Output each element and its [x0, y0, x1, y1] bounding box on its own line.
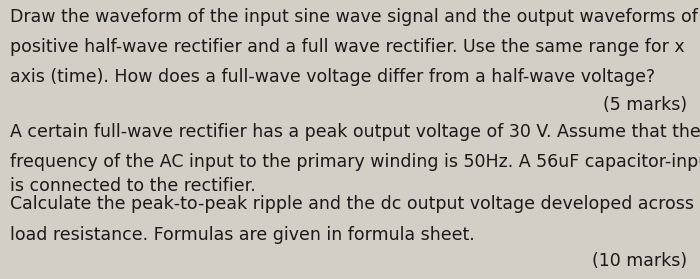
Text: axis (time). How does a full-wave voltage differ from a half-wave voltage?: axis (time). How does a full-wave voltag…	[10, 68, 655, 86]
Text: (10 marks): (10 marks)	[592, 252, 687, 270]
Text: is connected to the rectifier.: is connected to the rectifier.	[10, 177, 256, 195]
Text: A certain full-wave rectifier has a peak output voltage of 30 V. Assume that the: A certain full-wave rectifier has a peak…	[10, 123, 700, 141]
Text: frequency of the AC input to the primary winding is 50Hz. A 56uF capacitor-input: frequency of the AC input to the primary…	[10, 153, 700, 172]
Text: load resistance. Formulas are given in formula sheet.: load resistance. Formulas are given in f…	[10, 227, 475, 244]
Text: Draw the waveform of the input sine wave signal and the output waveforms of a: Draw the waveform of the input sine wave…	[10, 8, 700, 25]
Text: positive half-wave rectifier and a full wave rectifier. Use the same range for x: positive half-wave rectifier and a full …	[10, 38, 685, 56]
Text: Calculate the peak-to-peak ripple and the dc output voltage developed across a 6: Calculate the peak-to-peak ripple and th…	[10, 195, 700, 213]
Text: (5 marks): (5 marks)	[603, 95, 687, 114]
